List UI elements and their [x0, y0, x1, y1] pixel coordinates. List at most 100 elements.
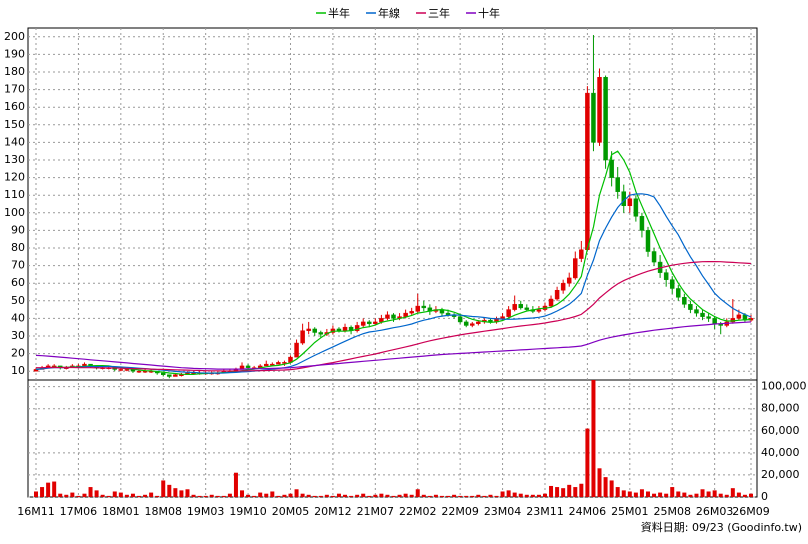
volume-bar	[209, 494, 214, 497]
volume-bar	[367, 495, 372, 497]
candle-body	[179, 374, 184, 376]
volume-bar	[555, 487, 560, 497]
volume-bar	[179, 490, 184, 497]
volume-bar	[40, 487, 45, 497]
x-tick-label: 26M09	[732, 505, 770, 518]
volume-bar	[306, 494, 311, 497]
candle-body	[585, 92, 590, 251]
candle-body	[463, 321, 469, 326]
candle-body	[573, 258, 578, 279]
candle-body	[524, 307, 530, 310]
y2-tick-label: 60,000	[761, 424, 800, 437]
candle-body	[336, 328, 342, 331]
candle-body	[245, 365, 251, 368]
volume-bar	[494, 495, 499, 497]
y-tick-label: 190	[4, 47, 25, 60]
legend-label: 十年	[478, 6, 500, 20]
x-tick-label: 18M01	[102, 505, 140, 518]
volume-bar	[258, 492, 263, 497]
candle-body	[470, 323, 475, 326]
candle-body	[645, 230, 651, 252]
volume-bar	[712, 490, 717, 497]
candle-body	[548, 298, 554, 307]
volume-bar	[264, 493, 269, 497]
candle-body	[124, 369, 130, 371]
volume-bar	[452, 494, 457, 497]
volume-bar	[736, 492, 741, 497]
y-tick-label: 60	[11, 276, 25, 289]
candle-body	[663, 272, 669, 280]
volume-bar	[561, 488, 566, 497]
candle-body	[294, 342, 299, 358]
volume-bar	[240, 490, 245, 497]
volume-bar	[488, 494, 493, 497]
volume-bar	[94, 490, 99, 497]
volume-bar	[52, 481, 57, 497]
volume-bar	[88, 487, 93, 497]
x-tick-label: 20M05	[272, 505, 310, 518]
candle-body	[385, 314, 390, 319]
y-tick-label: 50	[11, 294, 25, 307]
volume-bar	[482, 495, 487, 497]
x-tick-label: 19M03	[187, 505, 225, 518]
volume-bar	[270, 491, 275, 497]
x-tick-label: 20M12	[314, 505, 352, 518]
volume-bar	[409, 494, 414, 497]
legend-label: 三年	[428, 6, 450, 20]
volume-bar	[700, 489, 705, 497]
x-tick-label: 22M02	[399, 505, 437, 518]
y-tick-label: 90	[11, 223, 25, 236]
plot-frame	[27, 27, 758, 498]
candle-body	[276, 362, 281, 365]
candle-body	[512, 304, 517, 310]
candle-body	[560, 282, 566, 291]
y-tick-label: 160	[4, 100, 25, 113]
y-tick-label: 150	[4, 118, 25, 131]
y2-tick-label: 40,000	[761, 446, 800, 459]
volume-bar	[591, 380, 596, 497]
volume-bar	[391, 495, 396, 497]
candle-body	[142, 370, 148, 373]
volume-bar	[58, 493, 63, 497]
volume-bar	[100, 494, 105, 497]
candle-body	[651, 251, 657, 263]
volume-bar	[506, 490, 511, 497]
candle-body	[506, 309, 511, 317]
volume-bar	[730, 488, 735, 497]
volume-bar	[227, 493, 232, 497]
candle-body	[264, 363, 269, 367]
candle-body	[615, 177, 620, 192]
volume-bar	[421, 494, 426, 497]
volume-bar	[597, 468, 602, 497]
y-tick-label: 100	[4, 206, 25, 219]
volume-bar	[324, 494, 329, 497]
y-tick-label: 170	[4, 83, 25, 96]
volume-bar	[137, 495, 142, 497]
volume-bar	[318, 495, 323, 497]
y-tick-label: 70	[11, 259, 25, 272]
x-tick-label: 18M08	[144, 505, 182, 518]
volume-bar	[470, 495, 475, 497]
volume-bar	[639, 489, 644, 497]
volume-bar	[464, 495, 469, 497]
candle-body	[306, 328, 311, 331]
candle-body	[391, 314, 396, 319]
x-tick-label: 19M10	[229, 505, 267, 518]
x-tick-label: 22M09	[441, 505, 479, 518]
volume-bar	[282, 494, 287, 497]
volume-bar	[627, 491, 632, 497]
candle-body	[173, 374, 178, 377]
volume-bar	[724, 494, 729, 497]
candle-body	[300, 330, 305, 344]
volume-bar	[221, 495, 226, 497]
candle-body	[682, 297, 687, 305]
candle-body	[712, 318, 717, 324]
volume-bar	[518, 493, 523, 497]
volume-bar	[343, 494, 348, 497]
candle-body	[312, 328, 317, 333]
candle-body	[403, 312, 408, 317]
volume-bar	[173, 488, 178, 497]
volume-bar	[112, 491, 117, 497]
candle-body	[706, 316, 711, 319]
